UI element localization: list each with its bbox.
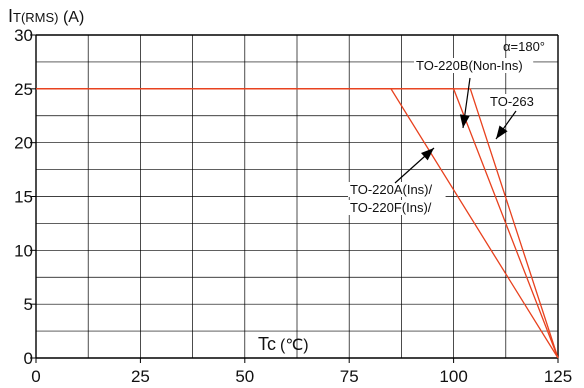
x-tick-label: 0 xyxy=(31,367,40,386)
y-tick-label: 25 xyxy=(14,80,33,99)
y-tick-label: 0 xyxy=(24,349,33,368)
label-to220a: TO-220A(Ins)/ xyxy=(350,182,433,197)
label-to263: TO-263 xyxy=(490,94,534,109)
label-to220f-background xyxy=(348,200,446,215)
x-tick-label: 125 xyxy=(544,367,572,386)
x-tick-label: 100 xyxy=(439,367,467,386)
arrow-to220a-head xyxy=(421,148,434,161)
y-tick-label: 5 xyxy=(24,295,33,314)
y-tick-label: 10 xyxy=(14,241,33,260)
y-tick-label: 15 xyxy=(14,188,33,207)
label-to220a-background xyxy=(348,182,446,197)
grid-layer xyxy=(35,34,559,359)
ticks-layer: 0 5 10 15 20 25 30 0 25 50 75 100 125 xyxy=(14,26,572,386)
y-axis-label: IT(RMS) (A) xyxy=(8,6,84,26)
label-to220b: TO-220B(Non-Ins) xyxy=(416,58,523,73)
x-axis-label-unit: (℃) xyxy=(280,337,309,354)
x-tick-label: 25 xyxy=(131,367,150,386)
series-line-2 xyxy=(36,88,559,359)
label-to220b-background xyxy=(414,58,534,73)
arrow-to220b-head xyxy=(459,114,470,128)
y-axis-label-sub: T(RMS) xyxy=(13,10,59,25)
x-axis-label-main: Tc xyxy=(258,334,276,354)
x-tick-label: 50 xyxy=(235,367,254,386)
y-tick-label: 20 xyxy=(14,134,33,153)
labels-layer: IT(RMS) (A) Tc (℃) α=180° TO-220B(Non-Ins) TO… xyxy=(8,6,545,354)
arrows-layer xyxy=(394,77,517,184)
x-tick-label: 75 xyxy=(340,367,359,386)
y-axis-label-main: I xyxy=(8,6,13,26)
alpha-annotation: α=180° xyxy=(503,39,545,54)
series-layer xyxy=(36,88,559,359)
label-to263-background xyxy=(488,94,536,109)
label-to220f: TO-220F(Ins)/ xyxy=(350,200,432,215)
y-axis-label-unit: (A) xyxy=(59,9,85,26)
y-tick-label: 30 xyxy=(14,26,33,45)
arrow-to263-head xyxy=(496,125,508,139)
x-axis-label: Tc (℃) xyxy=(258,334,309,354)
